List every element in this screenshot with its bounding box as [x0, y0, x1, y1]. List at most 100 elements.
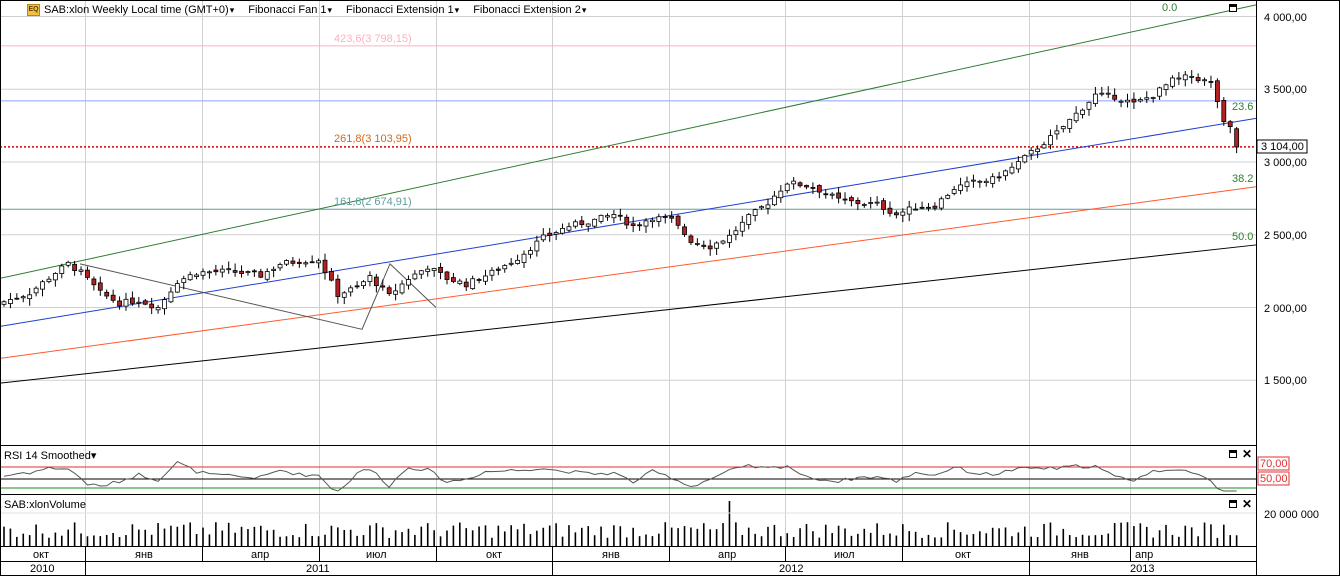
candle-down — [495, 268, 501, 271]
candle-up — [1003, 170, 1008, 177]
candle-up — [553, 232, 559, 235]
candle-up — [65, 261, 71, 266]
fib-ext2-selector[interactable]: Fibonacci Extension 2 — [473, 4, 586, 16]
month-label: апр — [718, 549, 736, 561]
candle-up — [643, 220, 649, 227]
candle-up — [27, 294, 33, 300]
candle-up — [515, 259, 520, 264]
candle-up — [361, 281, 366, 287]
rsi-layer — [0, 460, 1256, 492]
fib-ext-423-label: 423,6(3 798,15) — [334, 33, 412, 45]
candle-down — [855, 199, 861, 205]
candle-up — [977, 180, 983, 183]
candle-down — [669, 215, 675, 219]
candle-up — [162, 299, 167, 310]
candle-up — [20, 296, 26, 299]
candle-up — [46, 278, 52, 282]
instrument-selector[interactable]: SAB:xlon Weekly Local time (GMT+0) — [44, 4, 234, 16]
last-price-label: 3 104,00 — [1261, 141, 1304, 153]
volume-panel-title: SAB:xlonVolume — [4, 499, 86, 511]
candle-up — [1028, 149, 1034, 155]
candle-up — [694, 243, 700, 245]
candle-up — [656, 216, 662, 222]
rsi-panel-title[interactable]: RSI 14 Smoothed▾ — [4, 450, 97, 462]
candle-up — [1041, 144, 1047, 149]
maximize-price-panel-icon[interactable] — [1229, 4, 1237, 12]
year-label: 2010 — [30, 563, 54, 575]
month-label: июл — [366, 549, 387, 561]
candle-down — [290, 260, 296, 264]
candle-up — [226, 268, 232, 271]
maximize-volume-panel-icon[interactable] — [1229, 500, 1237, 508]
candle-up — [194, 274, 200, 277]
candle-up — [733, 230, 739, 236]
candle-up — [1067, 118, 1073, 129]
fib-ext1-selector[interactable]: Fibonacci Extension 1 — [346, 4, 459, 16]
candle-up — [1182, 74, 1188, 81]
candle-up — [1080, 109, 1085, 115]
candle-up — [861, 204, 867, 206]
candle-down — [919, 206, 925, 209]
candle-down — [1234, 128, 1240, 148]
candle-up — [534, 240, 540, 252]
candle-up — [277, 264, 283, 269]
candle-down — [1214, 80, 1220, 102]
candle-layer — [1, 70, 1240, 315]
candle-down — [251, 270, 257, 273]
candle-up — [245, 271, 251, 273]
candle-up — [348, 287, 354, 293]
year-label: 2011 — [306, 563, 330, 575]
month-label: янв — [135, 549, 153, 561]
candle-up — [1048, 135, 1053, 146]
candle-up — [264, 271, 270, 280]
candle-up — [406, 279, 411, 286]
last-price-box — [1256, 139, 1308, 154]
candle-up — [78, 269, 84, 272]
candle-down — [836, 192, 841, 199]
fib-fan-0-label: 0.0 — [1162, 2, 1177, 14]
candle-up — [393, 290, 399, 295]
candle-up — [868, 202, 874, 204]
month-label: июл — [834, 549, 855, 561]
candle-down — [816, 185, 822, 193]
fib-ext-161-label: 161,8(2 674,91) — [334, 196, 412, 208]
fib-fan-selector[interactable]: Fibonacci Fan 1 — [248, 4, 332, 16]
candle-up — [181, 278, 187, 283]
candle-down — [97, 282, 103, 291]
candle-up — [168, 291, 174, 303]
year-label: 2013 — [1130, 563, 1154, 575]
close-rsi-panel-icon[interactable]: ✕ — [1242, 447, 1253, 461]
candle-up — [521, 253, 527, 263]
candle-down — [296, 261, 302, 264]
candle-up — [983, 180, 989, 184]
candle-up — [399, 283, 405, 294]
candle-up — [759, 206, 764, 209]
month-label: янв — [1071, 549, 1089, 561]
month-label: окт — [955, 549, 971, 561]
candle-down — [322, 259, 328, 274]
maximize-rsi-panel-icon[interactable] — [1229, 450, 1237, 458]
candle-down — [579, 220, 585, 226]
fib-fan-382-line — [0, 186, 1257, 359]
candle-up — [971, 179, 976, 182]
candle-up — [59, 265, 65, 274]
candle-up — [470, 278, 476, 289]
equity-icon[interactable]: EQ — [27, 4, 40, 16]
candle-up — [990, 176, 996, 184]
close-volume-panel-icon[interactable]: ✕ — [1242, 497, 1253, 511]
candle-up — [1035, 148, 1041, 152]
candle-up — [727, 234, 732, 243]
candle-down — [104, 291, 110, 297]
candle-up — [560, 228, 565, 234]
month-label: окт — [33, 549, 49, 561]
candle-down — [675, 215, 681, 226]
candle-up — [136, 301, 142, 304]
candle-up — [906, 206, 912, 215]
candle-up — [739, 221, 745, 232]
rsi-line — [3, 460, 1237, 492]
candle-up — [155, 307, 161, 311]
price-label: 3 500,00 — [1264, 84, 1307, 96]
candle-up — [752, 209, 758, 216]
candle-down — [386, 287, 392, 295]
candle-down — [450, 277, 456, 282]
